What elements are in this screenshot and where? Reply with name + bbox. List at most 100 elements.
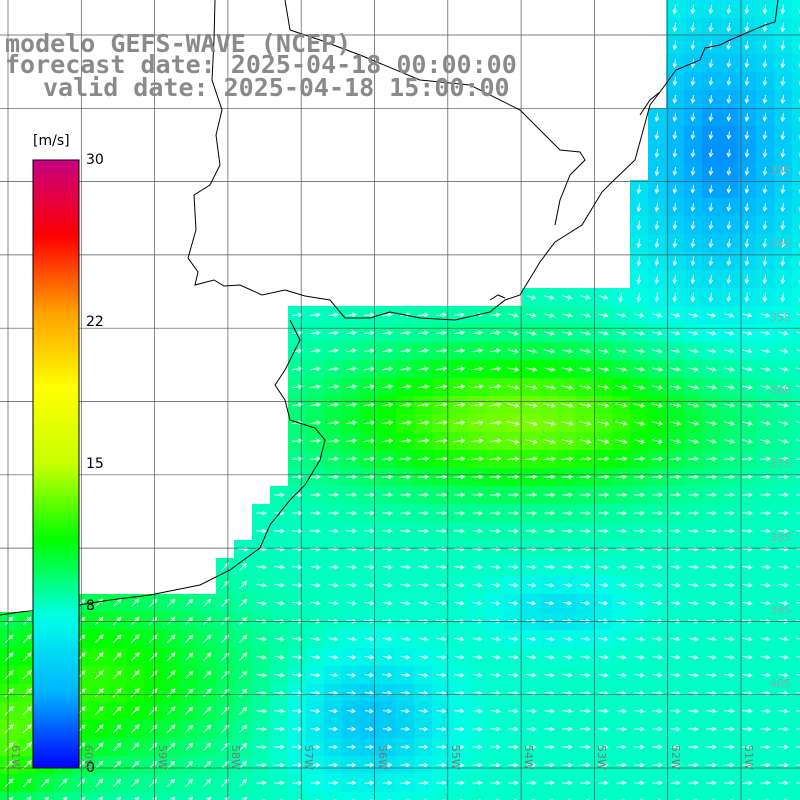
wind-cell [792,594,800,613]
wind-arrow [598,331,609,336]
wind-arrow [778,313,789,318]
wind-arrow [417,384,430,389]
wind-arrow [472,600,483,606]
wind-arrow [309,366,322,372]
wind-arrow [239,760,248,769]
wind-cell [792,792,800,800]
wind-arrow [203,598,212,607]
wind-arrow [561,492,574,498]
wind-arrow [436,528,447,534]
wind-arrow [760,672,771,678]
wind-arrow [436,582,447,588]
wind-arrow [309,420,322,426]
wind-arrow [292,492,303,498]
wind-cell [684,792,703,800]
wind-arrow [471,474,484,480]
wind-arrow [454,636,465,642]
wind-arrow [724,564,735,570]
wind-arrow [762,256,768,267]
wind-cell [612,792,631,800]
wind-arrow [202,670,212,680]
wind-arrow [310,726,321,732]
wind-arrow [239,652,248,661]
wind-cell [792,162,800,181]
wind-arrow [417,492,430,498]
coastline [187,0,779,321]
wind-arrow [762,167,768,176]
wind-cell [0,792,19,800]
wind-arrow [633,456,646,462]
wind-arrow [148,742,158,752]
wind-arrow [291,384,304,390]
wind-arrow [453,366,466,372]
wind-arrow [417,348,430,354]
wind-arrow [688,600,699,606]
wind-arrow [690,292,696,303]
wind-arrow [256,726,267,732]
wind-arrow [561,385,574,390]
wind-arrow [202,688,212,698]
wind-arrow [778,672,789,678]
wind-arrow [274,528,285,534]
wind-arrow [292,474,303,480]
wind-arrow [436,636,447,642]
wind-arrow [544,672,555,678]
wind-arrow [690,40,696,51]
wind-arrow [436,510,448,516]
wind-arrow [328,654,339,660]
wind-arrow [112,760,122,770]
wind-arrow [778,780,789,786]
wind-arrow [274,564,285,570]
wind-arrow [167,778,176,787]
wind-arrow [508,600,519,606]
wind-arrow [762,292,768,303]
wind-arrow [616,744,627,750]
wind-arrow [239,706,248,715]
wind-arrow [562,600,573,606]
wind-arrow [274,726,285,732]
wind-arrow [490,672,501,678]
wind-arrow [363,474,376,480]
wind-arrow [346,762,357,768]
wind-arrow [418,312,429,318]
wind-arrow [417,366,430,372]
wind-arrow [40,778,50,788]
wind-cell [432,792,451,800]
wind-cell [576,792,595,800]
wind-arrow [652,313,663,318]
wind-arrow [724,708,735,714]
wind-arrow [688,582,699,588]
wind-arrow [274,582,285,588]
wind-arrow [291,456,304,462]
wind-arrow [310,312,321,318]
wind-arrow [778,582,789,588]
wind-arrow [636,292,642,303]
wind-arrow [634,672,645,678]
wind-arrow [526,744,537,750]
wind-arrow [454,600,465,606]
wind-arrow [796,331,800,334]
wind-arrow [690,256,696,267]
wind-arrow [346,708,357,714]
wind-arrow [778,421,789,426]
wind-arrow [706,726,717,732]
wind-arrow [652,349,663,354]
wind-arrow [724,780,735,786]
latitude-label: 40S [770,677,791,691]
wind-arrow [22,670,32,680]
wind-arrow [399,384,412,390]
wind-arrow [417,456,430,462]
wind-arrow [489,402,502,407]
wind-cell [468,792,487,800]
wind-arrow [706,708,717,714]
wind-arrow [598,780,609,786]
wind-cell [792,0,800,19]
wind-arrow [562,744,573,750]
wind-arrow [561,456,574,462]
wind-arrow [652,708,663,714]
longitude-label: 60W [82,745,96,770]
wind-arrow [615,456,628,462]
wind-arrow [654,220,660,231]
wind-arrow [22,652,32,662]
wind-vector-field [4,4,800,800]
